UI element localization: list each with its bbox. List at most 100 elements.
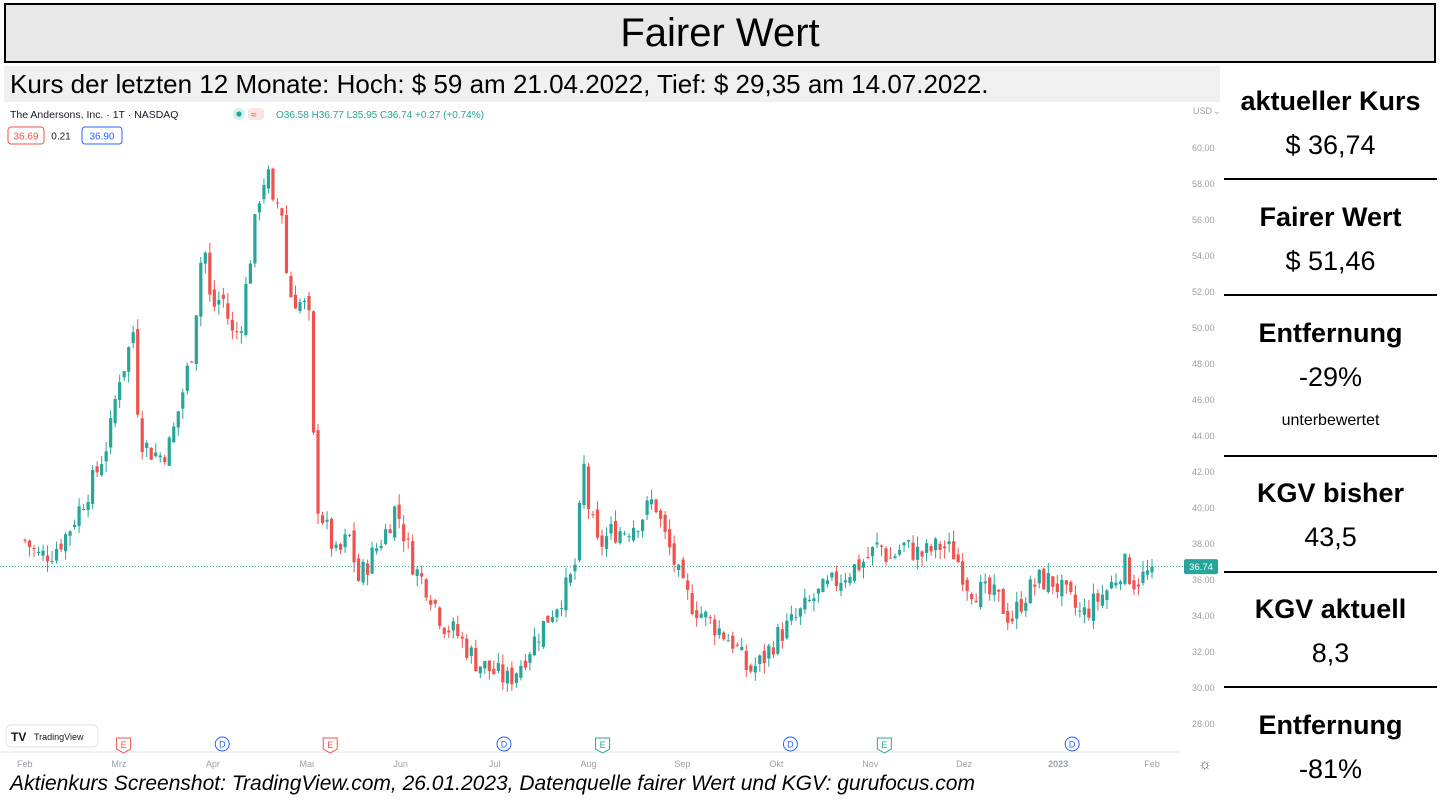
price-chart[interactable]: 60.00 58.00 56.00 54.00 52.00 50.00 48.00 46.00… — [0, 102, 1222, 770]
metric-current-price: aktueller Kurs $ 36,74 — [1224, 84, 1437, 162]
dividend-marker-icon[interactable] — [214, 736, 230, 752]
candle-body — [1123, 554, 1127, 584]
candle-body — [1100, 594, 1105, 606]
candle-body — [36, 551, 41, 554]
candle-body — [794, 617, 798, 619]
candle-body — [311, 311, 316, 433]
candle-body — [550, 616, 555, 622]
candle-body — [406, 538, 410, 540]
x-tick-label: Mai — [299, 759, 314, 769]
candle-body — [744, 650, 748, 670]
dividend-marker-icon[interactable] — [496, 736, 512, 752]
x-tick-label: 2023 — [1048, 759, 1068, 769]
y-tick-label: 38.00 — [1192, 539, 1215, 549]
candle-body — [861, 562, 866, 568]
x-tick-label: Mrz — [111, 759, 126, 769]
metric-label: KGV aktuell — [1254, 594, 1407, 624]
candle-body — [325, 519, 329, 522]
candle-body — [1150, 566, 1154, 573]
price-range-summary: Kurs der letzten 12 Monate: Hoch: $ 59 a… — [4, 66, 1220, 102]
candle-body — [925, 543, 929, 553]
earnings-marker-icon[interactable] — [322, 737, 338, 754]
candle-body — [970, 593, 974, 600]
candlestick-series — [23, 165, 1154, 692]
candle-body — [857, 559, 861, 571]
candle-body — [77, 506, 81, 526]
y-tick-label: 36.00 — [1192, 575, 1215, 585]
candle-body — [510, 667, 514, 685]
dividend-marker-icon[interactable] — [1064, 736, 1080, 752]
y-tick-label: 30.00 — [1192, 683, 1215, 693]
sell-price: 36.69 — [13, 132, 38, 143]
y-tick-label: 46.00 — [1192, 395, 1215, 405]
candle-body — [456, 623, 460, 636]
candle-body — [843, 580, 848, 583]
metric-label: Entfernung — [1258, 318, 1403, 348]
candle-body — [415, 569, 419, 576]
y-tick-label: 32.00 — [1192, 647, 1215, 657]
metric-value: $ 36,74 — [1285, 130, 1376, 160]
candle-body — [1006, 610, 1010, 623]
candle-body — [82, 508, 86, 510]
time-axis: Feb Mrz Apr Mai Jun Jul Aug Sep Okt Nov Dez 2023 Feb — [0, 751, 1180, 769]
candle-body — [920, 551, 924, 557]
buy-box[interactable] — [81, 126, 123, 145]
compare-icon[interactable] — [248, 108, 264, 120]
candle-body — [848, 577, 852, 584]
candle-body — [911, 542, 915, 560]
metric-value: -29% — [1298, 362, 1363, 392]
approx-icon: ≈ — [251, 110, 257, 121]
candle-body — [1118, 581, 1123, 585]
candle-body — [577, 502, 582, 561]
candle-body — [695, 610, 699, 618]
candle-body — [307, 296, 311, 311]
metric-value: $ 51,46 — [1285, 246, 1376, 276]
candle-body — [573, 564, 577, 572]
candle-body — [564, 577, 568, 611]
settings-gear-icon[interactable]: ☼ — [1198, 756, 1212, 770]
candle-body — [397, 504, 401, 519]
candle-body — [613, 520, 618, 543]
candle-body — [636, 531, 640, 533]
valuation-note: unterbewertet — [1281, 412, 1380, 429]
tradingview-logo-text: TradingView — [34, 732, 84, 742]
earnings-marker-icon[interactable] — [116, 737, 132, 754]
candle-body — [1051, 576, 1055, 587]
candle-body — [988, 577, 992, 595]
chevron-down-icon[interactable]: ⌄ — [1213, 106, 1221, 116]
divider — [1224, 294, 1437, 296]
candle-body — [767, 645, 771, 659]
tradingview-logo[interactable] — [5, 724, 99, 748]
candle-body — [735, 644, 739, 646]
earnings-marker-icon[interactable] — [876, 737, 892, 754]
candle-body — [708, 617, 712, 619]
candle-body — [897, 550, 902, 555]
dividend-marker-label: D — [787, 740, 794, 750]
source-note: Aktienkurs Screenshot: TradingView.com, … — [10, 772, 975, 795]
candle-body — [672, 543, 676, 565]
divider — [1224, 686, 1437, 688]
candle-body — [478, 666, 482, 674]
candle-body — [663, 514, 667, 532]
candle-body — [640, 519, 645, 532]
candle-body — [934, 538, 938, 551]
candle-body — [118, 382, 122, 401]
candle-body — [361, 561, 365, 583]
page-title: Fairer Wert — [4, 3, 1436, 63]
candle-body — [595, 509, 600, 538]
sell-box[interactable] — [7, 126, 45, 145]
dividend-marker-icon[interactable] — [782, 736, 798, 752]
candle-body — [686, 580, 690, 590]
divider — [1224, 455, 1437, 457]
candle-body — [785, 620, 789, 639]
candle-body — [50, 561, 54, 563]
candle-body — [952, 541, 956, 560]
market-status-dot-icon — [236, 111, 242, 117]
divider — [1224, 571, 1437, 573]
candle-body — [677, 564, 681, 571]
candle-body — [262, 185, 266, 200]
x-tick-label: Nov — [862, 759, 879, 769]
candle-body — [95, 466, 99, 473]
earnings-marker-icon[interactable] — [595, 737, 611, 754]
candle-body — [866, 556, 870, 558]
